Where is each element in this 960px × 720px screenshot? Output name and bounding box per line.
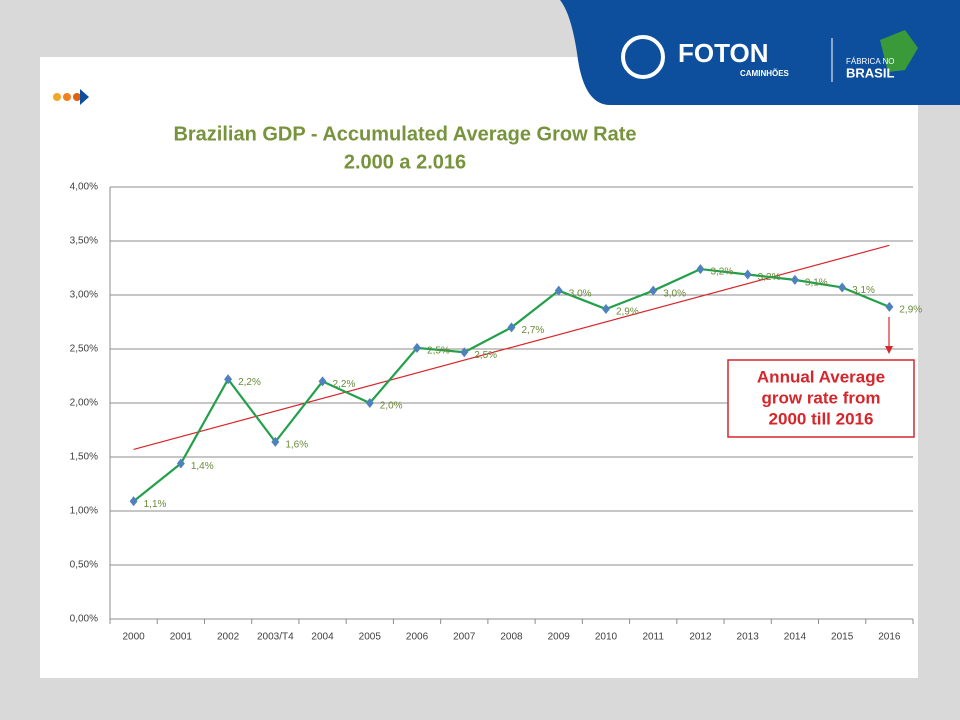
x-tick-label: 2005 [359, 632, 382, 643]
y-tick-label: 1,00% [70, 506, 98, 517]
x-tick-label: 2014 [784, 632, 807, 643]
data-label: 2,2% [333, 379, 356, 390]
x-tick-label: 2001 [170, 632, 193, 643]
x-tick-label: 2013 [737, 632, 760, 643]
data-label: 3,0% [569, 288, 592, 299]
data-label: 2,5% [474, 350, 497, 361]
marker [224, 374, 233, 385]
bullet [73, 93, 81, 101]
y-tick-label: 3,00% [70, 290, 98, 301]
brand-logo [621, 35, 665, 79]
annotation-text: 2000 till 2016 [769, 409, 874, 428]
marker [176, 458, 185, 469]
chart-title: Brazilian GDP - Accumulated Average Grow… [173, 123, 636, 145]
marker [696, 264, 705, 275]
marker [413, 342, 422, 353]
y-tick-label: 4,00% [70, 182, 98, 193]
y-tick-label: 1,50% [70, 452, 98, 463]
x-tick-label: 2006 [406, 632, 429, 643]
data-label: 2,7% [522, 325, 545, 336]
annotation-box [727, 359, 915, 438]
data-label: 3,2% [710, 267, 733, 278]
bullet [63, 93, 71, 101]
data-label: 1,6% [285, 440, 308, 451]
marker [507, 322, 516, 333]
x-tick-label: 2007 [453, 632, 476, 643]
data-label: 2,9% [899, 305, 922, 316]
y-tick-label: 0,50% [70, 560, 98, 571]
marker [743, 269, 752, 280]
data-label: 3,1% [852, 285, 875, 296]
y-tick-label: 0,00% [70, 614, 98, 625]
badge-main: BRASIL [846, 65, 894, 80]
x-tick-label: 2016 [878, 632, 901, 643]
data-label: 2,2% [238, 377, 261, 388]
trend-line [133, 244, 890, 451]
marker [838, 282, 847, 293]
x-tick-label: 2000 [122, 632, 145, 643]
x-tick-label: 2011 [642, 632, 664, 643]
brand-sub: CAMINHÕES [740, 69, 790, 78]
marker [129, 496, 138, 507]
chart-subtitle: 2.000 a 2.016 [344, 151, 466, 173]
data-label: 1,1% [144, 499, 167, 510]
data-label: 2,5% [427, 346, 450, 357]
brand: FOTON [678, 38, 769, 68]
bullet [53, 93, 61, 101]
marker [271, 436, 280, 447]
data-label: 1,4% [191, 461, 214, 472]
marker [554, 285, 563, 296]
data-label: 2,0% [380, 401, 403, 412]
marker [885, 301, 894, 312]
data-label: 3,2% [758, 272, 781, 283]
bullet-arrow [80, 89, 89, 105]
marker [790, 274, 799, 285]
marker [318, 376, 327, 387]
marker [601, 304, 610, 315]
annotation-text: Annual Average [757, 367, 885, 386]
data-label: 3,0% [663, 288, 686, 299]
x-tick-label: 2003/T4 [257, 632, 294, 643]
x-tick-label: 2012 [689, 632, 712, 643]
y-tick-label: 2,00% [70, 398, 98, 409]
x-tick-label: 2015 [831, 632, 854, 643]
y-tick-label: 3,50% [70, 236, 98, 247]
annotation-arrowhead [885, 346, 893, 354]
y-tick-label: 2,50% [70, 344, 98, 355]
x-tick-label: 2009 [548, 632, 571, 643]
data-label: 2,9% [616, 307, 639, 318]
x-tick-label: 2002 [217, 632, 240, 643]
data-label: 3,1% [805, 278, 828, 289]
badge-top: FÁBRICA NO [846, 57, 894, 66]
annotation-text: grow rate from [761, 388, 880, 407]
x-tick-label: 2004 [311, 632, 334, 643]
x-tick-label: 2008 [500, 632, 523, 643]
header-banner [560, 0, 960, 105]
marker [649, 285, 658, 296]
marker [460, 347, 469, 358]
brazil-map [880, 30, 918, 72]
x-tick-label: 2010 [595, 632, 618, 643]
marker [365, 398, 374, 408]
